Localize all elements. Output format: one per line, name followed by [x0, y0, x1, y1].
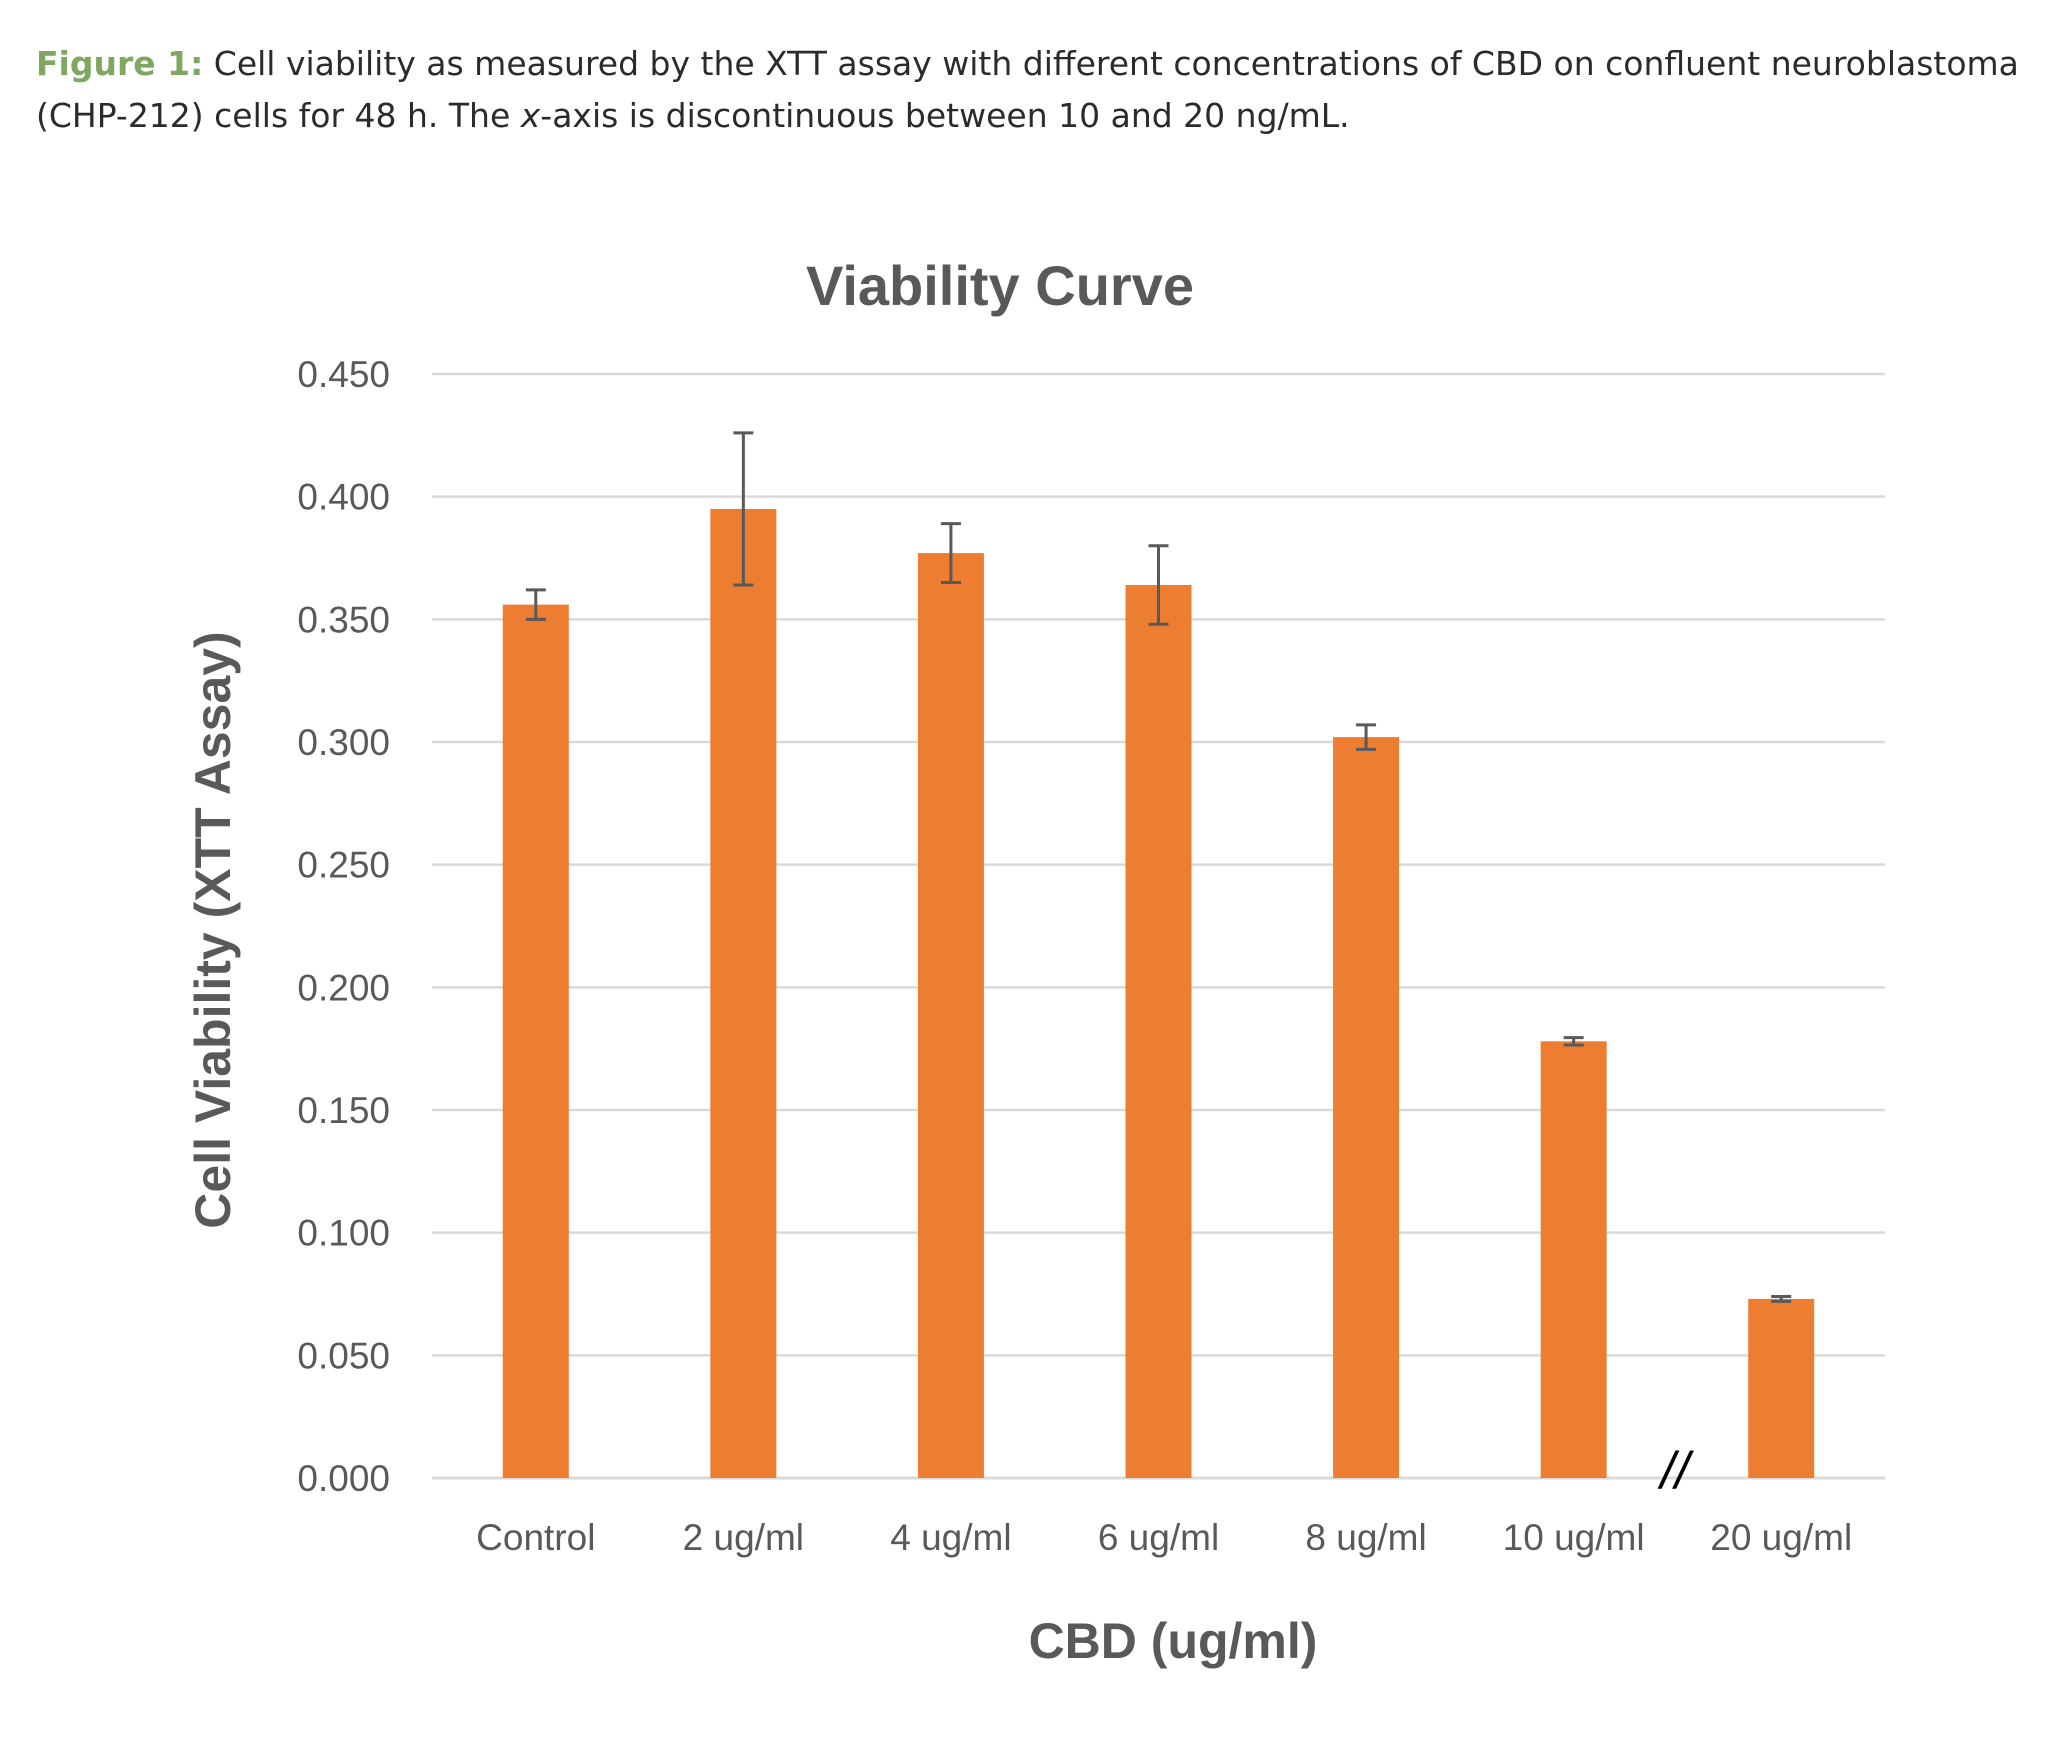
y-tick-label: 0.000 [297, 1458, 390, 1499]
error-bar [733, 431, 754, 587]
bar [917, 553, 984, 1478]
x-tick-label: 4 ug/ml [890, 1517, 1011, 1558]
bar [1125, 584, 1192, 1478]
caption-text: Cell viability as measured by the XTT as… [36, 44, 2019, 135]
bar [502, 604, 569, 1478]
x-tick-label: 2 ug/ml [683, 1517, 804, 1558]
x-axis-ticks: Control 2 ug/ml 4 ug/ml 6 ug/ml 8 ug/ml 10 ug… [476, 1517, 1852, 1558]
y-tick-label: 0.100 [297, 1213, 390, 1254]
error-bar [940, 522, 961, 585]
axis-break-marker: // [1658, 1442, 1694, 1500]
x-tick-label: 10 ug/ml [1503, 1517, 1645, 1558]
y-tick-label: 0.400 [297, 477, 390, 518]
x-axis-label: CBD (ug/ml) [1029, 1613, 1318, 1669]
bar [1540, 1041, 1607, 1478]
error-bar [1148, 544, 1169, 626]
error-bar [525, 588, 546, 621]
bars [502, 508, 1815, 1478]
y-axis-ticks: 0.000 0.050 0.100 0.150 0.200 0.250 0.300 0.350… [297, 354, 390, 1499]
chart-title: Viability Curve [806, 254, 1194, 317]
bar [1748, 1298, 1815, 1478]
x-tick-label: 20 ug/ml [1710, 1517, 1852, 1558]
error-bar [1356, 723, 1377, 751]
y-tick-label: 0.350 [297, 599, 390, 640]
y-axis-label: Cell Viability (XTT Assay) [185, 631, 241, 1228]
bar [710, 508, 777, 1478]
y-tick-label: 0.250 [297, 845, 390, 886]
error-bar [1771, 1294, 1792, 1303]
figure-label: Figure 1: [36, 44, 204, 83]
x-tick-label: Control [476, 1517, 595, 1558]
x-tick-label: 8 ug/ml [1305, 1517, 1426, 1558]
caption-italic-x: x [520, 96, 541, 135]
error-bars [525, 431, 1792, 1303]
error-bar [1563, 1036, 1584, 1047]
x-tick-label: 6 ug/ml [1098, 1517, 1219, 1558]
figure-caption: Figure 1: Cell viability as measured by … [36, 38, 2036, 142]
caption-text-end: -axis is discontinuous between 10 and 20… [540, 96, 1350, 135]
y-tick-label: 0.450 [297, 354, 390, 395]
y-tick-label: 0.050 [297, 1335, 390, 1376]
y-tick-label: 0.150 [297, 1090, 390, 1131]
y-tick-label: 0.200 [297, 967, 390, 1008]
bar [1333, 737, 1400, 1478]
y-tick-label: 0.300 [297, 722, 390, 763]
